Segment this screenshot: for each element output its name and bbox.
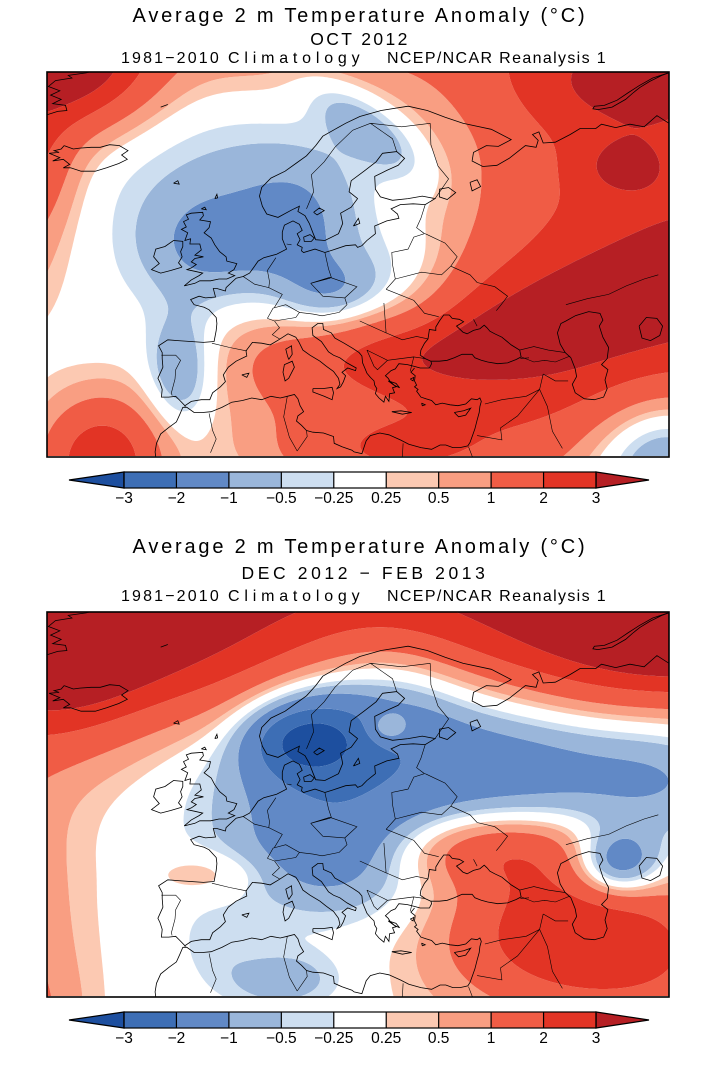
svg-text:3: 3 xyxy=(592,1030,601,1046)
svg-text:2: 2 xyxy=(539,1030,548,1046)
svg-text:2: 2 xyxy=(539,490,548,506)
svg-text:−0.5: −0.5 xyxy=(266,490,297,506)
svg-text:−0.5: −0.5 xyxy=(266,1030,297,1046)
svg-text:−0.25: −0.25 xyxy=(314,490,353,506)
svg-text:−0.25: −0.25 xyxy=(314,1030,353,1046)
svg-text:−1: −1 xyxy=(220,1030,238,1046)
svg-text:0.25: 0.25 xyxy=(371,1030,401,1046)
svg-text:0.25: 0.25 xyxy=(371,490,401,506)
svg-text:−2: −2 xyxy=(168,490,186,506)
svg-text:−1: −1 xyxy=(220,490,238,506)
svg-text:−2: −2 xyxy=(168,1030,186,1046)
svg-text:1: 1 xyxy=(487,490,496,506)
svg-text:1: 1 xyxy=(487,1030,496,1046)
svg-text:3: 3 xyxy=(592,490,601,506)
svg-text:0.5: 0.5 xyxy=(428,1030,450,1046)
svg-text:−3: −3 xyxy=(115,490,133,506)
svg-text:0.5: 0.5 xyxy=(428,490,450,506)
svg-text:−3: −3 xyxy=(115,1030,133,1046)
